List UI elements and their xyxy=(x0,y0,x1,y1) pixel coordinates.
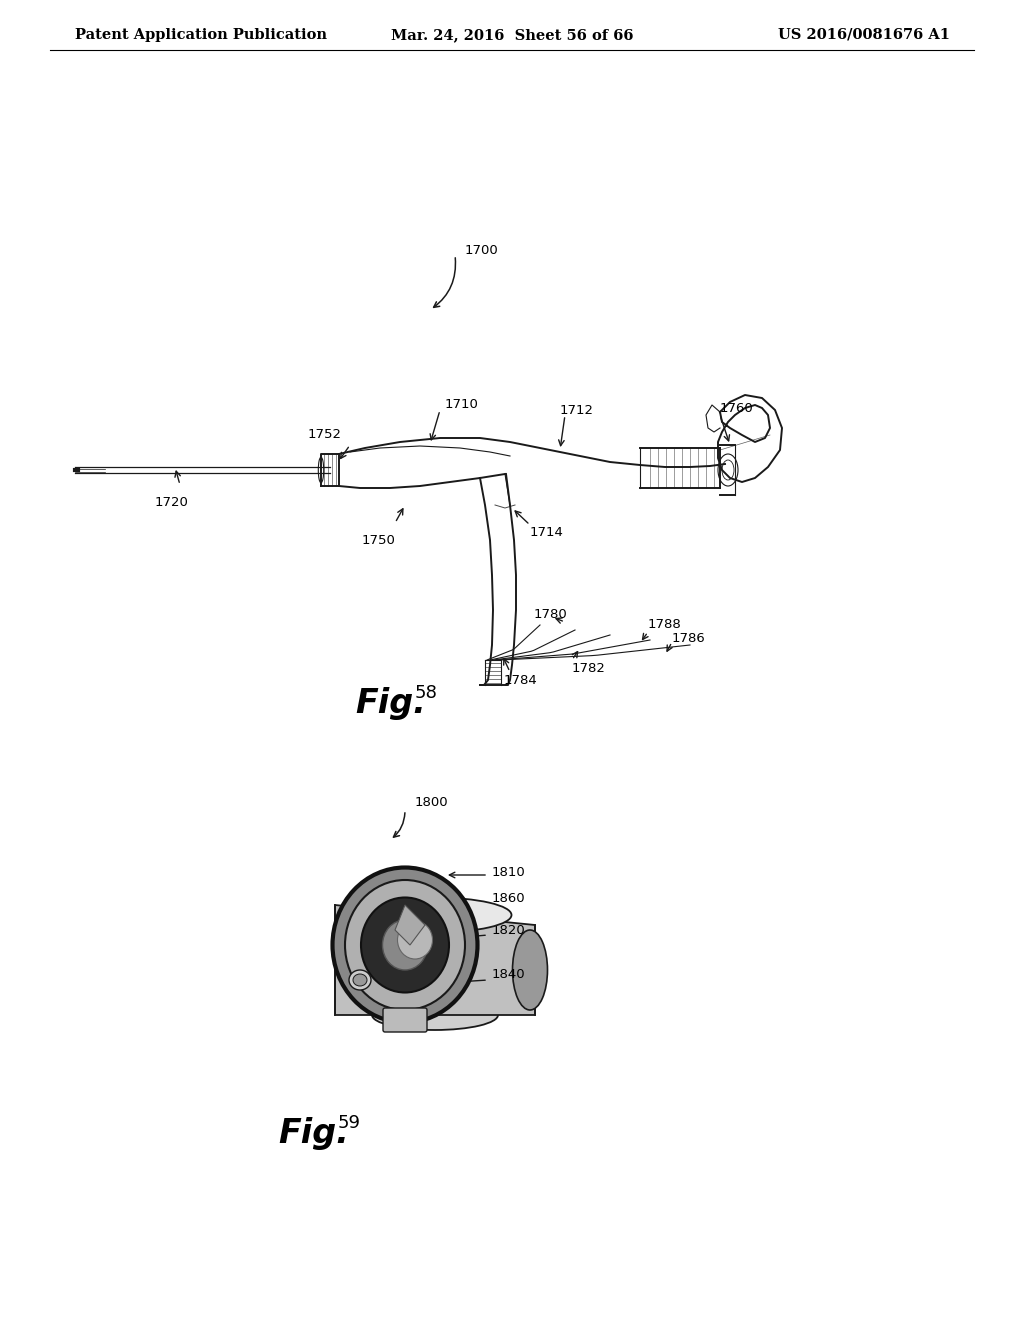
Text: 1800: 1800 xyxy=(415,796,449,808)
Text: 1720: 1720 xyxy=(155,495,188,508)
Ellipse shape xyxy=(358,898,512,932)
Text: Mar. 24, 2016  Sheet 56 of 66: Mar. 24, 2016 Sheet 56 of 66 xyxy=(391,28,633,42)
Text: 1860: 1860 xyxy=(492,891,525,904)
Text: 1810: 1810 xyxy=(492,866,525,879)
Text: Patent Application Publication: Patent Application Publication xyxy=(75,28,327,42)
Text: 1788: 1788 xyxy=(648,619,682,631)
Text: Fig.: Fig. xyxy=(355,686,426,719)
Text: 1750: 1750 xyxy=(362,533,396,546)
Text: 1712: 1712 xyxy=(560,404,594,417)
Text: 1786: 1786 xyxy=(672,631,706,644)
Ellipse shape xyxy=(512,931,548,1010)
Ellipse shape xyxy=(349,970,371,990)
Text: 1710: 1710 xyxy=(445,399,479,412)
Ellipse shape xyxy=(383,920,427,970)
Ellipse shape xyxy=(397,921,432,960)
Text: 1714: 1714 xyxy=(530,527,564,540)
Text: 1780: 1780 xyxy=(534,609,567,622)
Text: Fig.: Fig. xyxy=(278,1117,349,1150)
Text: 1752: 1752 xyxy=(308,429,342,441)
Text: 1820: 1820 xyxy=(492,924,525,936)
FancyBboxPatch shape xyxy=(383,1008,427,1032)
Text: 58: 58 xyxy=(415,684,438,702)
Ellipse shape xyxy=(353,974,367,986)
Ellipse shape xyxy=(333,867,477,1023)
Text: 1700: 1700 xyxy=(465,243,499,256)
Text: 1760: 1760 xyxy=(720,401,754,414)
Ellipse shape xyxy=(345,880,465,1010)
Ellipse shape xyxy=(372,1001,498,1030)
Polygon shape xyxy=(395,906,425,945)
Text: 1784: 1784 xyxy=(504,673,538,686)
Text: 1782: 1782 xyxy=(572,661,606,675)
Text: 1840: 1840 xyxy=(492,969,525,982)
Ellipse shape xyxy=(361,898,449,993)
Text: 59: 59 xyxy=(338,1114,361,1133)
Text: US 2016/0081676 A1: US 2016/0081676 A1 xyxy=(778,28,950,42)
Polygon shape xyxy=(335,906,535,1015)
